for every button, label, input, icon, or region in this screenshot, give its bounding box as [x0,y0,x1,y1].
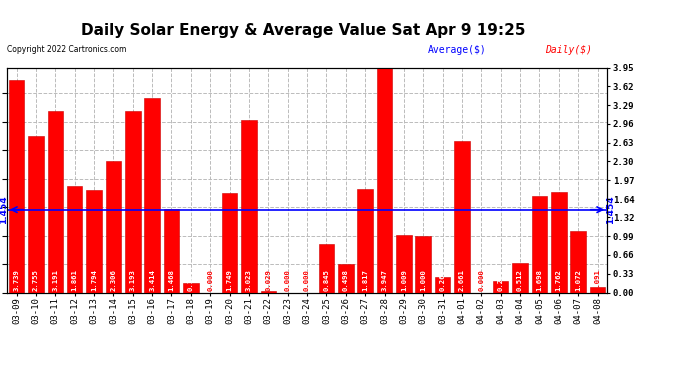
Bar [106,161,121,292]
Bar [435,277,451,292]
Text: 1.468: 1.468 [168,270,175,291]
Text: 0.845: 0.845 [324,270,329,291]
Text: 1.072: 1.072 [575,270,581,291]
Text: 0.091: 0.091 [595,270,600,291]
Text: 3.947: 3.947 [382,270,388,291]
Text: 3.414: 3.414 [149,270,155,291]
Text: 2.306: 2.306 [110,270,117,291]
Bar [319,244,334,292]
Text: Daily($): Daily($) [545,45,592,55]
Text: 1.817: 1.817 [362,270,368,291]
Bar [144,98,160,292]
Bar [590,287,605,292]
Bar [377,68,392,292]
Text: 3.193: 3.193 [130,270,136,291]
Bar [493,281,509,292]
Text: 1.009: 1.009 [401,270,407,291]
Bar [241,120,257,292]
Bar [357,189,373,292]
Text: 1.454: 1.454 [607,195,615,224]
Text: 1.698: 1.698 [536,270,542,291]
Bar [415,236,431,292]
Bar [222,193,237,292]
Bar [338,264,353,292]
Text: 0.268: 0.268 [440,270,446,291]
Text: 0.164: 0.164 [188,270,194,291]
Text: 0.000: 0.000 [478,270,484,291]
Bar [48,111,63,292]
Text: 0.000: 0.000 [304,270,310,291]
Text: 3.739: 3.739 [14,270,19,291]
Bar [454,141,470,292]
Text: 2.661: 2.661 [459,270,465,291]
Bar [261,291,276,292]
Bar [551,192,566,292]
Bar [86,190,102,292]
Text: 0.000: 0.000 [207,270,213,291]
Text: 1.762: 1.762 [555,270,562,291]
Text: 0.000: 0.000 [285,270,290,291]
Bar [571,231,586,292]
Bar [183,283,199,292]
Text: 0.512: 0.512 [517,270,523,291]
Text: 1.454: 1.454 [0,195,8,224]
Text: 0.498: 0.498 [343,270,348,291]
Text: Average($): Average($) [428,45,486,55]
Text: 3.023: 3.023 [246,270,252,291]
Text: 1.861: 1.861 [72,270,78,291]
Bar [164,209,179,292]
Bar [512,263,528,292]
Text: 0.204: 0.204 [497,270,504,291]
Text: 1.000: 1.000 [420,270,426,291]
Bar [28,136,43,292]
Bar [67,186,82,292]
Bar [125,111,141,292]
Bar [9,80,24,292]
Text: 2.755: 2.755 [33,270,39,291]
Text: Daily Solar Energy & Average Value Sat Apr 9 19:25: Daily Solar Energy & Average Value Sat A… [81,22,526,38]
Bar [532,196,547,292]
Bar [396,235,412,292]
Text: 0.029: 0.029 [266,270,271,291]
Text: 3.191: 3.191 [52,270,59,291]
Text: Copyright 2022 Cartronics.com: Copyright 2022 Cartronics.com [7,45,126,54]
Text: 1.794: 1.794 [91,270,97,291]
Text: 1.749: 1.749 [226,270,233,291]
